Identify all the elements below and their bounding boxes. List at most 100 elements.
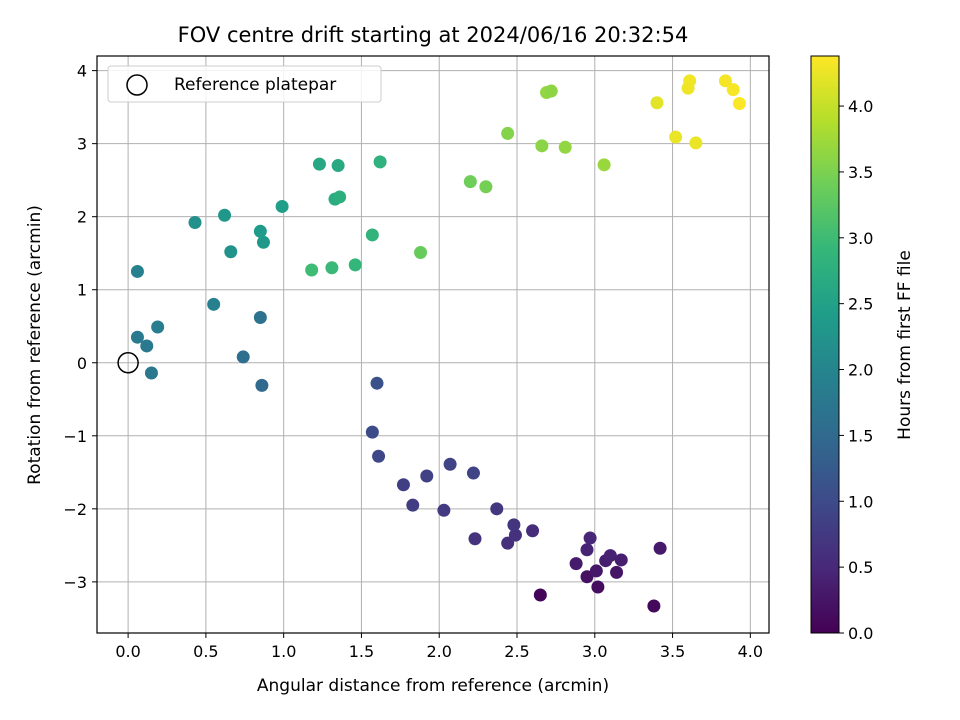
data-point — [650, 96, 664, 110]
x-tick-label: 0.0 — [115, 642, 140, 661]
data-point — [535, 139, 549, 153]
x-axis-ticks: 0.0 0.5 1.0 1.5 2.0 2.5 3.0 3.5 4.0 — [115, 633, 763, 661]
data-point — [647, 599, 661, 613]
data-point — [533, 588, 547, 602]
colorbar-ticks: 0.0 0.5 1.0 1.5 2.0 2.5 3.0 3.5 4.0 — [839, 97, 873, 643]
colorbar-tick-label: 2.0 — [848, 361, 873, 380]
data-point — [718, 74, 732, 88]
data-point — [331, 159, 345, 173]
y-tick-label: 1 — [77, 281, 87, 300]
x-tick-label: 1.0 — [271, 642, 296, 661]
data-point — [569, 557, 583, 571]
y-tick-label: −2 — [63, 500, 87, 519]
data-point — [580, 543, 594, 557]
grid-lines — [97, 56, 769, 633]
data-point — [325, 261, 339, 275]
data-point — [224, 245, 238, 259]
data-point — [558, 140, 572, 154]
colorbar-tick-label: 3.5 — [848, 163, 873, 182]
y-tick-label: 2 — [77, 208, 87, 227]
colorbar-tick-label: 1.0 — [848, 492, 873, 511]
data-point — [275, 199, 289, 213]
colorbar-tick-label: 4.0 — [848, 97, 873, 116]
data-point — [468, 532, 482, 546]
data-point — [207, 297, 221, 311]
data-point — [443, 457, 457, 471]
data-point — [305, 263, 319, 277]
data-point — [130, 330, 144, 344]
data-point — [526, 524, 540, 538]
data-point — [144, 366, 158, 380]
y-tick-label: −1 — [63, 427, 87, 446]
x-tick-label: 0.5 — [193, 642, 218, 661]
data-point — [501, 536, 515, 550]
x-tick-label: 2.5 — [504, 642, 529, 661]
legend-label: Reference platepar — [174, 75, 336, 95]
data-point — [406, 498, 420, 512]
reference-platepar-marker — [117, 352, 139, 374]
x-tick-label: 1.5 — [349, 642, 374, 661]
y-tick-label: 0 — [77, 354, 87, 373]
colorbar-tick-label: 0.0 — [848, 624, 873, 643]
data-point — [130, 264, 144, 278]
data-point — [348, 258, 362, 272]
data-point — [726, 83, 740, 97]
data-point — [589, 564, 603, 578]
colorbar-gradient — [810, 55, 840, 634]
data-point — [151, 320, 165, 334]
data-point — [580, 570, 594, 584]
data-point — [365, 228, 379, 242]
data-point — [396, 478, 410, 492]
data-point — [732, 96, 746, 110]
data-point — [603, 549, 617, 563]
data-point — [544, 84, 558, 98]
data-point — [420, 469, 434, 483]
x-tick-label: 3.0 — [582, 642, 607, 661]
colorbar-tick-label: 1.5 — [848, 426, 873, 445]
y-tick-label: −3 — [63, 573, 87, 592]
data-point — [614, 553, 628, 567]
data-point — [507, 518, 521, 532]
data-point — [669, 130, 683, 144]
y-axis-label: Rotation from reference (arcmin) — [25, 205, 45, 485]
data-point — [501, 126, 515, 140]
data-point — [370, 376, 384, 390]
data-point — [236, 350, 250, 364]
colorbar-tick-label: 0.5 — [848, 558, 873, 577]
legend: Reference platepar — [107, 65, 382, 103]
x-tick-label: 3.5 — [660, 642, 685, 661]
data-point — [610, 565, 624, 579]
colorbar-tick-label: 3.0 — [848, 229, 873, 248]
data-point — [466, 466, 480, 480]
data-point — [463, 175, 477, 189]
data-point — [437, 503, 451, 517]
data-point — [372, 449, 386, 463]
colorbar-tick-label: 2.5 — [848, 295, 873, 314]
y-axis-ticks: −3 −2 −1 0 1 2 3 4 — [63, 62, 97, 592]
legend-box — [107, 65, 382, 103]
legend-marker-icon — [126, 74, 148, 96]
data-point — [312, 157, 326, 171]
data-point — [365, 425, 379, 439]
reference-marker-layer — [117, 352, 139, 374]
data-point — [689, 136, 703, 150]
plot-area: 0.0 0.5 1.0 1.5 2.0 2.5 3.0 3.5 4.0 −3 −2 −1 0 1 2 3 4 — [63, 55, 770, 661]
x-tick-label: 4.0 — [738, 642, 763, 661]
data-point — [188, 216, 202, 230]
chart-title: FOV centre drift starting at 2024/06/16 … — [178, 23, 689, 47]
data-point — [583, 531, 597, 545]
data-point — [414, 245, 428, 259]
data-point — [256, 235, 270, 249]
y-tick-label: 3 — [77, 135, 87, 154]
data-point — [253, 224, 267, 238]
colorbar-label: Hours from first FF file — [895, 250, 915, 440]
x-axis-label: Angular distance from reference (arcmin) — [257, 676, 609, 696]
data-point — [333, 190, 347, 204]
data-point — [490, 502, 504, 516]
data-point — [255, 378, 269, 392]
data-point — [479, 180, 493, 194]
data-point — [683, 74, 697, 88]
data-point — [218, 208, 232, 222]
